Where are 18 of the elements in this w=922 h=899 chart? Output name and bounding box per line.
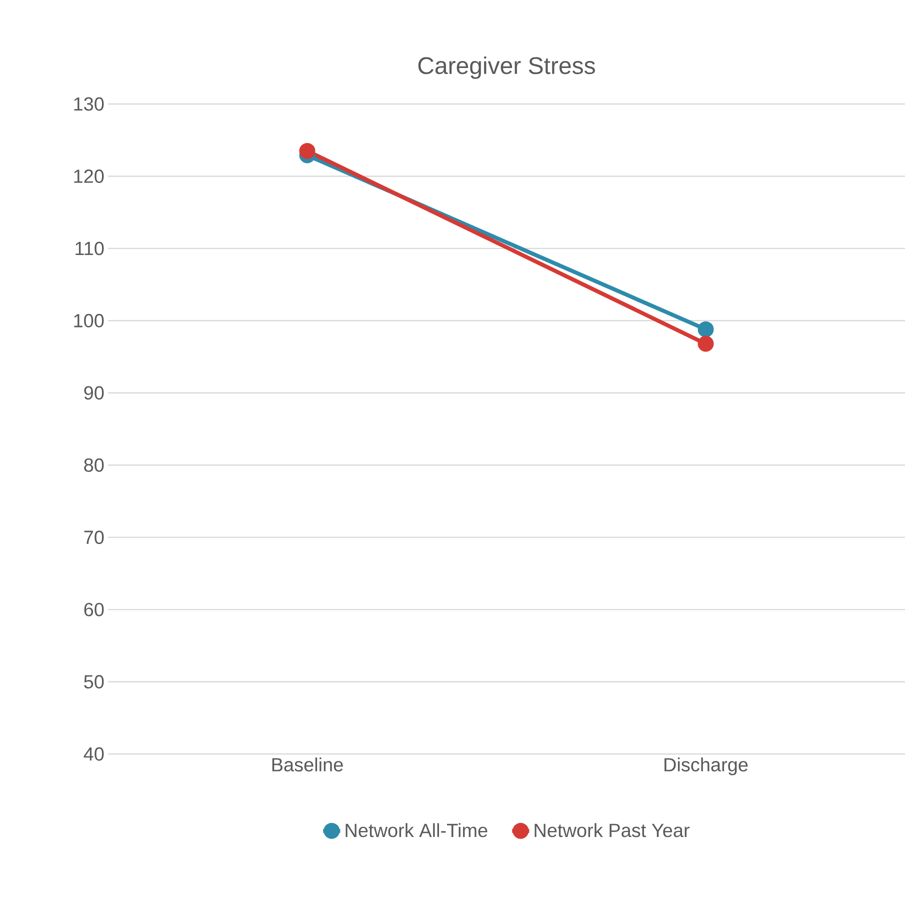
y-tick-label: 60 — [84, 602, 104, 616]
y-tick-label: 130 — [74, 97, 104, 111]
y-tick-label: 120 — [74, 169, 104, 183]
point — [698, 336, 714, 352]
point — [698, 321, 714, 338]
x-tick-label: Baseline — [272, 758, 343, 772]
legend-label: Network All-Time — [346, 823, 488, 838]
x-tick-label: Discharge — [664, 758, 748, 776]
legend-label: Network Past Year — [534, 823, 690, 838]
y-tick-label: 50 — [84, 675, 104, 688]
y-tick-label: 40 — [84, 747, 104, 761]
y-tick-label: 80 — [84, 458, 104, 472]
y-tick-label: 90 — [84, 386, 104, 400]
y-tick-label: 70 — [84, 530, 104, 544]
y-tick-label: 110 — [76, 242, 104, 256]
y-tick-label: 100 — [74, 314, 104, 328]
point — [299, 142, 316, 159]
chart-title: Caregiver Stress — [418, 56, 595, 79]
